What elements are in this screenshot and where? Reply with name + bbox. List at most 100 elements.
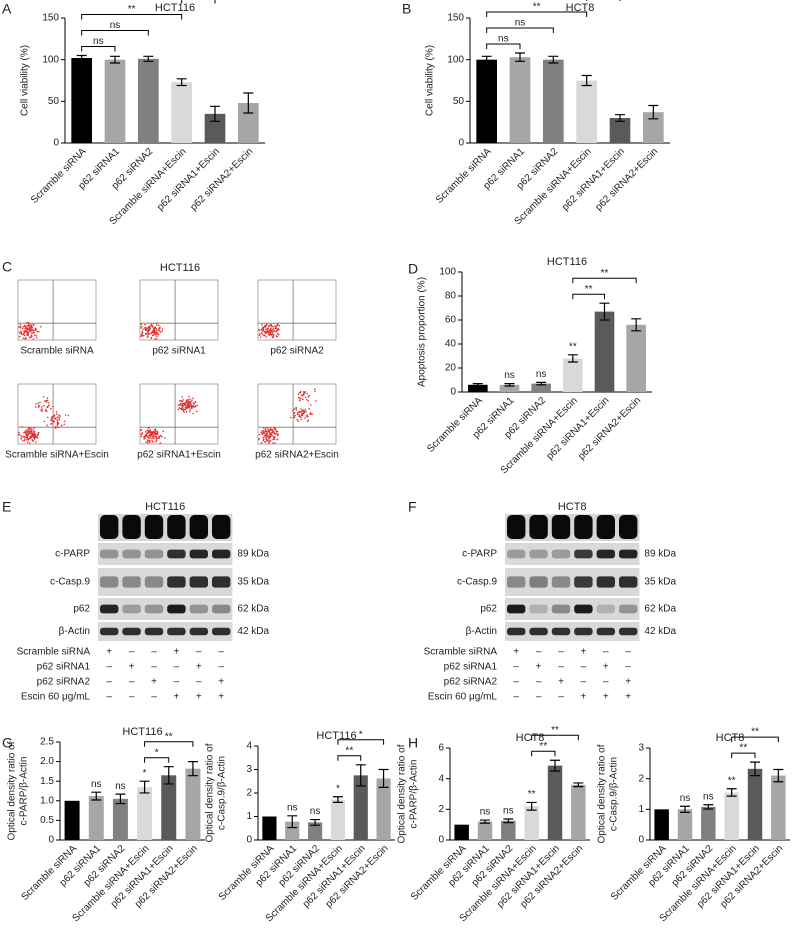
event-dot bbox=[28, 328, 30, 330]
event-dot bbox=[58, 414, 60, 416]
blot-band bbox=[122, 576, 141, 588]
error-bar bbox=[615, 114, 625, 122]
event-dot bbox=[21, 426, 23, 428]
error-bar bbox=[91, 791, 102, 801]
event-dot bbox=[276, 323, 279, 326]
event-dot bbox=[147, 436, 149, 439]
blot-background bbox=[505, 514, 640, 541]
blot-band bbox=[144, 515, 164, 539]
condition-sign: – bbox=[603, 677, 609, 688]
significance-label: * bbox=[336, 783, 340, 794]
blot-band bbox=[551, 604, 571, 614]
significance-bracket bbox=[572, 293, 605, 300]
event-dot bbox=[23, 439, 26, 442]
condition-sign: + bbox=[536, 662, 542, 673]
event-dot bbox=[39, 401, 41, 404]
y-tick-label: 150 bbox=[42, 13, 59, 24]
blot-background bbox=[98, 543, 233, 565]
event-dot bbox=[293, 411, 296, 414]
event-dot bbox=[263, 434, 266, 437]
significance-label: ** bbox=[165, 731, 173, 742]
event-dot bbox=[18, 434, 21, 436]
blot-band bbox=[551, 549, 571, 559]
event-dot bbox=[269, 427, 272, 429]
event-dot bbox=[154, 333, 156, 336]
event-dot bbox=[264, 326, 267, 328]
size-label: 62 kDa bbox=[237, 604, 269, 615]
event-dot bbox=[151, 326, 154, 328]
error-bar bbox=[631, 318, 642, 332]
event-dot bbox=[18, 335, 21, 338]
event-dot bbox=[177, 408, 179, 411]
event-dot bbox=[299, 397, 302, 399]
y-tick-label: 6 bbox=[438, 743, 444, 754]
event-dot bbox=[298, 414, 301, 416]
x-tick-label: Scramble siRNA bbox=[425, 395, 485, 455]
bar bbox=[701, 806, 716, 840]
event-dot bbox=[314, 388, 316, 390]
event-dot bbox=[156, 324, 158, 326]
event-dot bbox=[273, 330, 276, 332]
size-label: 62 kDa bbox=[644, 604, 676, 615]
condition-sign: + bbox=[603, 662, 609, 673]
event-dot bbox=[146, 440, 149, 443]
condition-label: p62 siRNA1 bbox=[444, 662, 498, 673]
event-dot bbox=[55, 411, 58, 413]
event-dot bbox=[149, 432, 152, 434]
event-dot bbox=[182, 399, 185, 401]
event-dot bbox=[304, 417, 306, 419]
event-dot bbox=[289, 416, 292, 419]
event-dot bbox=[33, 437, 35, 439]
event-dot bbox=[153, 433, 155, 436]
event-dot bbox=[152, 330, 155, 333]
event-dot bbox=[272, 327, 275, 330]
event-dot bbox=[152, 431, 155, 434]
significance-label: ns bbox=[680, 793, 691, 804]
protein-label: c-Casp.9 bbox=[457, 577, 497, 588]
event-dot bbox=[149, 437, 151, 439]
event-dot bbox=[140, 429, 142, 432]
condition-label: p62 siRNA2 bbox=[37, 677, 91, 688]
event-dot bbox=[150, 435, 153, 437]
protein-label: β-Actin bbox=[59, 626, 90, 637]
event-dot bbox=[143, 436, 145, 439]
protein-label: p62 bbox=[480, 604, 497, 615]
event-dot bbox=[42, 396, 45, 398]
event-dot bbox=[57, 426, 59, 428]
event-dot bbox=[31, 439, 34, 441]
error-bar bbox=[76, 54, 87, 62]
event-dot bbox=[159, 434, 162, 437]
event-dot bbox=[52, 405, 54, 408]
error-bar bbox=[550, 759, 560, 772]
error-bar bbox=[526, 801, 537, 811]
event-dot bbox=[34, 433, 37, 436]
event-dot bbox=[27, 438, 30, 441]
event-dot bbox=[55, 425, 57, 428]
significance-bracket bbox=[586, 0, 621, 1]
event-dot bbox=[34, 434, 36, 437]
blot-title: HCT116 bbox=[145, 501, 185, 513]
event-dot bbox=[152, 436, 154, 438]
blot-band bbox=[189, 604, 208, 614]
event-dot bbox=[43, 420, 46, 423]
event-dot bbox=[156, 433, 159, 435]
event-dot bbox=[157, 329, 160, 331]
event-dot bbox=[164, 437, 166, 439]
event-dot bbox=[35, 441, 37, 443]
event-dot bbox=[299, 390, 302, 393]
event-dot bbox=[263, 334, 265, 337]
significance-label: * bbox=[359, 729, 363, 740]
y-tick-label: 1 bbox=[246, 811, 252, 822]
y-tick-label: 1 bbox=[638, 804, 644, 815]
event-dot bbox=[188, 395, 190, 398]
event-dot bbox=[31, 335, 33, 338]
event-dot bbox=[26, 327, 29, 330]
significance-label: ns bbox=[110, 20, 121, 31]
bar bbox=[543, 59, 564, 143]
event-dot bbox=[144, 332, 147, 335]
condition-sign: + bbox=[196, 692, 202, 703]
event-dot bbox=[150, 323, 153, 326]
event-dot bbox=[266, 331, 268, 333]
event-dot bbox=[30, 328, 32, 331]
event-dot bbox=[24, 431, 26, 433]
